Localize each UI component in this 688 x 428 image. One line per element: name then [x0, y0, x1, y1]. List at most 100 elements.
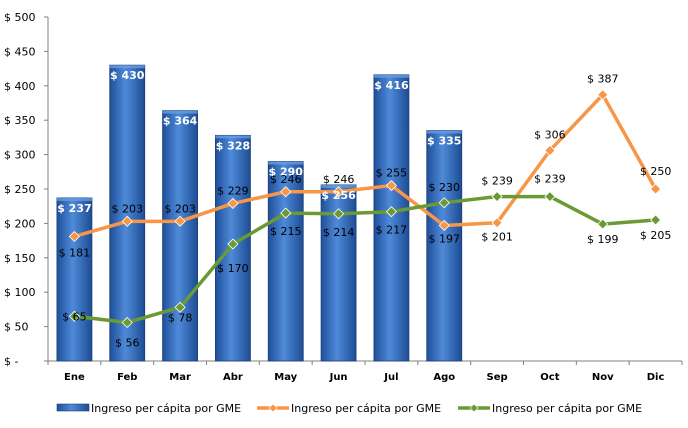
- bar-data-label: $ 237: [57, 202, 91, 215]
- line-point: [544, 191, 556, 203]
- line-data-label: $ 197: [429, 232, 461, 245]
- x-tick-label: Ago: [433, 372, 455, 383]
- x-tick-label: May: [274, 372, 297, 383]
- x-tick-label: Abr: [223, 372, 243, 383]
- legend-swatch-marker: [268, 403, 278, 413]
- y-tick-label: $ 200: [4, 217, 36, 230]
- bar-data-label: $ 335: [427, 135, 461, 148]
- line-data-label: $ 255: [376, 167, 408, 180]
- line-point: [121, 215, 133, 227]
- line-data-label: $ 205: [640, 229, 672, 242]
- bar-data-label: $ 416: [374, 79, 409, 92]
- line-path: [74, 194, 656, 325]
- line-data-label: $ 65: [62, 310, 87, 323]
- line-point: [491, 217, 503, 229]
- line-point: [121, 316, 133, 329]
- line-data-label: $ 203: [112, 202, 144, 215]
- legend-swatch-marker: [469, 403, 479, 413]
- axes: $ - $ 50 $ 100 $ 150 $ 200 $ 250 $ 300 $ 350 $ 4…: [4, 11, 683, 383]
- line-point: [280, 186, 292, 198]
- line-data-label: $ 250: [640, 165, 672, 178]
- x-tick-label: Nov: [592, 372, 614, 383]
- line-data-label: $ 203: [164, 202, 196, 215]
- x-tick-label: Jul: [383, 372, 398, 383]
- line-point: [68, 310, 80, 322]
- bar: [109, 64, 146, 362]
- x-tick-label: Dic: [647, 372, 665, 383]
- legend: Ingreso per cápita por GME Ingreso per cá…: [56, 402, 642, 415]
- x-tick-label: Jun: [329, 372, 348, 383]
- bar-data-label: $ 364: [163, 115, 198, 128]
- bar: [56, 197, 93, 362]
- legend-label: Ingreso per cápita por GME: [91, 402, 241, 415]
- x-tick-label: Ene: [64, 372, 85, 383]
- line-point: [174, 215, 186, 227]
- bar-data-label: $ 430: [110, 69, 145, 82]
- line-point: [174, 301, 186, 313]
- y-tick-label: $ 150: [4, 252, 36, 265]
- line-series: [68, 89, 662, 329]
- y-tick-label: $ 100: [4, 286, 36, 299]
- line-data-label: $ 246: [323, 173, 355, 186]
- line-point: [385, 179, 397, 192]
- line-data-label: $ 199: [587, 233, 619, 246]
- line-point: [68, 230, 80, 243]
- line-data-label: $ 239: [481, 175, 513, 188]
- x-tick-label: Mar: [169, 372, 191, 383]
- y-tick-label: $ 350: [4, 114, 36, 127]
- bar-top-highlight: [426, 130, 462, 134]
- bar-data-label: $ 290: [269, 165, 304, 178]
- line-point: [333, 208, 345, 220]
- line-data-label: $ 201: [481, 231, 513, 244]
- line-path: [73, 92, 658, 239]
- line-point: [280, 207, 292, 219]
- line-point: [650, 183, 662, 195]
- bar: [373, 74, 410, 362]
- line-point: [438, 197, 450, 209]
- line-data-label: $ 306: [534, 128, 566, 141]
- line-data-label: $ 387: [587, 73, 619, 86]
- line-point: [227, 238, 239, 250]
- line-point: [333, 186, 345, 198]
- line-data-label: $ 239: [534, 173, 566, 186]
- line-data-label: $ 56: [115, 336, 140, 349]
- x-tick-label: Sep: [487, 372, 508, 383]
- line-point: [385, 206, 397, 218]
- legend-label: Ingreso per cápita por GME: [291, 402, 441, 415]
- line-data-label: $ 214: [323, 226, 355, 239]
- bar-top-highlight: [56, 197, 92, 201]
- bar-top-highlight: [373, 74, 409, 78]
- legend-swatch-bar: [56, 403, 90, 412]
- bar-top-highlight: [109, 65, 145, 69]
- line-point: [597, 218, 609, 230]
- line-data-label: $ 78: [168, 311, 193, 324]
- bar: [162, 110, 198, 362]
- line-data-label: $ 229: [217, 184, 249, 197]
- bar-top-highlight: [268, 161, 304, 165]
- y-tick-label: $ 250: [4, 183, 36, 196]
- data-labels: $ 237 $ 430 $ 364 $ 328 $ 290 $ 256 $ 416 $ 335…: [57, 69, 671, 349]
- y-tick-label: $ 500: [4, 11, 36, 24]
- line-point: [597, 89, 609, 101]
- line-point: [650, 214, 662, 226]
- line-point: [438, 219, 450, 232]
- x-tick-label: Feb: [117, 372, 137, 383]
- bar-top-highlight: [162, 110, 198, 114]
- line-point: [544, 144, 556, 157]
- y-tick-label: $ 50: [4, 321, 29, 334]
- line-point: [491, 191, 503, 203]
- bar-data-label: $ 328: [216, 139, 250, 152]
- line-data-label: $ 230: [429, 181, 461, 194]
- y-tick-label: $ -: [4, 355, 18, 368]
- legend-label: Ingreso per cápita por GME: [492, 402, 642, 415]
- line-data-label: $ 170: [217, 262, 249, 275]
- line-data-label: $ 181: [59, 246, 91, 259]
- y-tick-label: $ 300: [4, 149, 36, 162]
- y-tick-label: $ 450: [4, 45, 36, 58]
- line-data-label: $ 215: [270, 225, 302, 238]
- y-tick-label: $ 400: [4, 80, 36, 93]
- bar: [426, 130, 463, 362]
- line-point: [227, 197, 239, 210]
- bar-top-highlight: [215, 135, 251, 139]
